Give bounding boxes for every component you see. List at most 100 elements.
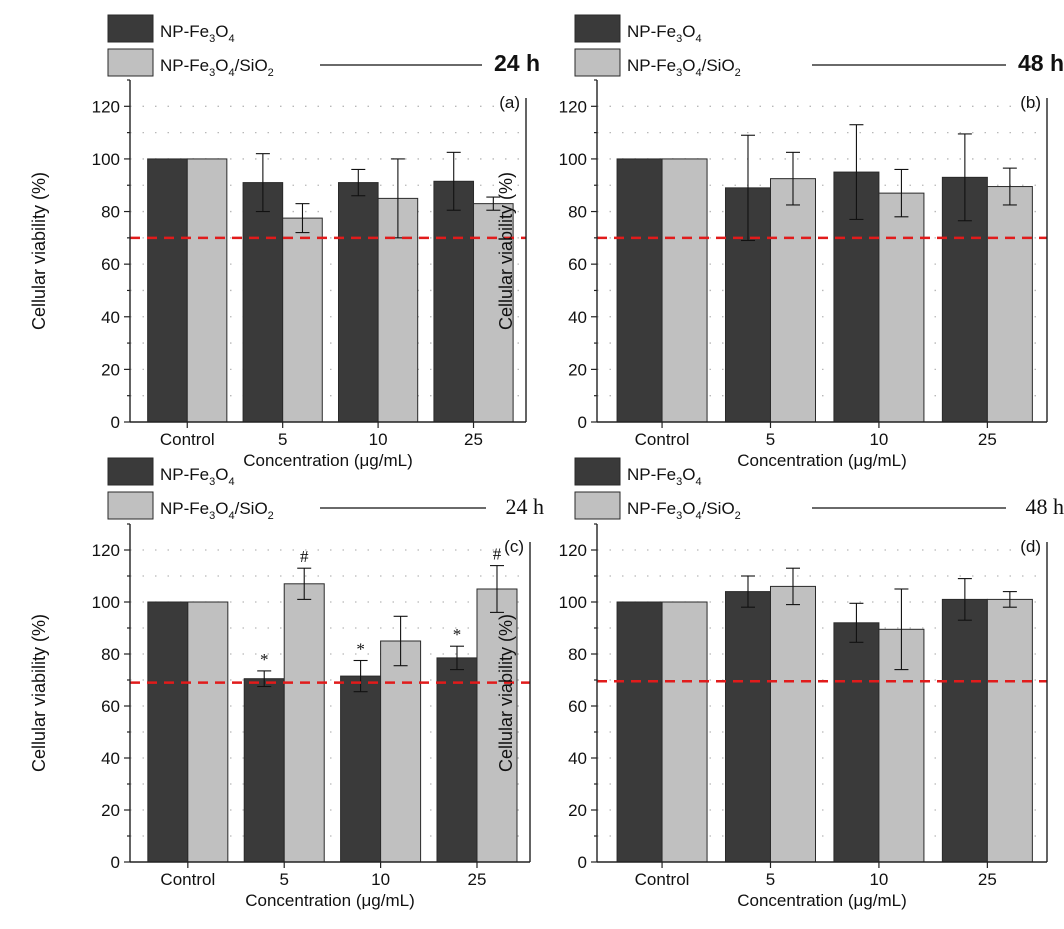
y-axis-title: Cellular viability (%)	[496, 614, 516, 772]
y-tick-label: 20	[101, 360, 120, 379]
legend-label: NP-Fe3O4	[627, 465, 702, 488]
bar-np-fe3o4-sio2-10	[878, 192, 925, 423]
chart-panel-a: 0 20 40 60 80 100 120 Control 5 10 25 Concentration…	[29, 14, 540, 470]
legend-text: NP-Fe	[160, 465, 209, 484]
y-tick-label: 40	[568, 308, 587, 327]
legend-swatch	[107, 48, 154, 77]
legend-subscript: 2	[735, 67, 741, 79]
bar-np-fe3o4-5	[243, 678, 285, 863]
x-axis-title: Concentration (μg/mL)	[245, 891, 414, 910]
x-tick-label-control: Control	[160, 870, 215, 889]
legend-label: NP-Fe3O4/SiO2	[160, 499, 274, 522]
bar-np-fe3o4-25	[941, 598, 988, 863]
y-tick-label: 60	[101, 697, 120, 716]
y-axis-title: Cellular viability (%)	[29, 172, 49, 330]
x-tick-label-5: 5	[279, 870, 288, 889]
x-axis-title: Concentration (μg/mL)	[737, 451, 906, 470]
legend-swatch	[574, 48, 621, 77]
legend-label: NP-Fe3O4/SiO2	[627, 56, 741, 79]
legend-subscript: 4	[228, 510, 234, 522]
panel-label: (c)	[504, 537, 524, 556]
legend-subscript: 3	[676, 33, 682, 45]
bar-np-fe3o4-sio2-5	[282, 217, 323, 423]
y-tick-label: 80	[101, 203, 120, 222]
time-label: 24 h	[494, 50, 540, 76]
bar-np-fe3o4-control	[616, 158, 663, 423]
x-tick-label-25: 25	[978, 870, 997, 889]
bar-np-fe3o4-sio2-5	[769, 178, 816, 423]
bar-np-fe3o4-sio2-control	[661, 158, 708, 423]
legend-text: NP-Fe	[627, 56, 676, 75]
x-axis-title: Concentration (μg/mL)	[243, 451, 412, 470]
x-tick-label-10: 10	[371, 870, 390, 889]
y-tick-label: 100	[92, 593, 120, 612]
legend-subscript: 3	[209, 510, 215, 522]
time-label: 48 h	[1026, 494, 1064, 519]
x-tick-label-25: 25	[468, 870, 487, 889]
y-axis-title: Cellular viability (%)	[29, 614, 49, 772]
chart-panel-b: 0 20 40 60 80 100 120 Control 5 10 25 Concentration…	[496, 14, 1064, 470]
bar-np-fe3o4-10	[337, 182, 379, 423]
legend-subscript: 2	[268, 67, 274, 79]
significance-marker: *	[356, 640, 365, 659]
bar-np-fe3o4-sio2-10	[380, 640, 422, 863]
legend-text: O	[215, 56, 228, 75]
bar-np-fe3o4-sio2-25	[473, 203, 514, 423]
bar-np-fe3o4-control	[147, 158, 188, 423]
legend-subscript: 3	[209, 476, 215, 488]
x-tick-label-10: 10	[869, 870, 888, 889]
bar-np-fe3o4-10	[340, 675, 382, 863]
y-tick-label: 20	[101, 801, 120, 820]
bar-np-fe3o4-sio2-control	[187, 601, 229, 863]
legend-subscript: 4	[695, 33, 701, 45]
legend-text: O	[682, 22, 695, 41]
y-tick-label: 120	[559, 541, 587, 560]
y-tick-label: 80	[568, 645, 587, 664]
x-tick-label-10: 10	[369, 430, 388, 449]
y-tick-label: 60	[568, 697, 587, 716]
legend-text: NP-Fe	[627, 499, 676, 518]
y-tick-label: 120	[92, 97, 120, 116]
x-tick-label-control: Control	[635, 870, 690, 889]
y-tick-label: 0	[111, 853, 120, 872]
bar-np-fe3o4-5	[724, 591, 771, 863]
legend-label: NP-Fe3O4	[160, 22, 235, 45]
legend-subscript: 4	[695, 476, 701, 488]
y-tick-label: 80	[101, 645, 120, 664]
legend-subscript: 3	[676, 67, 682, 79]
legend-subscript: 4	[228, 67, 234, 79]
legend-subscript: 3	[209, 33, 215, 45]
panel-label: (d)	[1020, 537, 1041, 556]
x-tick-label-control: Control	[160, 430, 215, 449]
y-tick-label: 40	[101, 308, 120, 327]
legend-label: NP-Fe3O4	[627, 22, 702, 45]
legend-text: O	[215, 22, 228, 41]
x-tick-label-5: 5	[278, 430, 287, 449]
y-tick-label: 100	[559, 593, 587, 612]
significance-marker: *	[260, 650, 269, 669]
legend-text: /SiO	[702, 499, 735, 518]
y-tick-label: 20	[568, 801, 587, 820]
bar-np-fe3o4-control	[616, 601, 663, 863]
bar-np-fe3o4-sio2-5	[769, 585, 816, 863]
legend-swatch	[107, 457, 154, 486]
legend-text: NP-Fe	[160, 499, 209, 518]
bar-np-fe3o4-25	[436, 657, 478, 863]
bar-np-fe3o4-25	[433, 180, 475, 423]
time-label: 48 h	[1018, 50, 1064, 76]
bar-np-fe3o4-sio2-25	[986, 186, 1033, 423]
legend-swatch	[574, 491, 621, 520]
bar-np-fe3o4-sio2-25	[986, 598, 1033, 863]
chart-panel-d: 0 20 40 60 80 100 120 Control 5 10 25 Concentration…	[496, 457, 1064, 910]
y-tick-label: 40	[568, 749, 587, 768]
legend-text: O	[682, 499, 695, 518]
legend-label: NP-Fe3O4	[160, 465, 235, 488]
legend-swatch	[107, 14, 154, 43]
x-tick-label-10: 10	[869, 430, 888, 449]
legend-text: /SiO	[235, 56, 268, 75]
bar-np-fe3o4-5	[242, 182, 284, 423]
y-tick-label: 100	[92, 150, 120, 169]
x-tick-label-25: 25	[464, 430, 483, 449]
y-tick-label: 0	[578, 413, 587, 432]
